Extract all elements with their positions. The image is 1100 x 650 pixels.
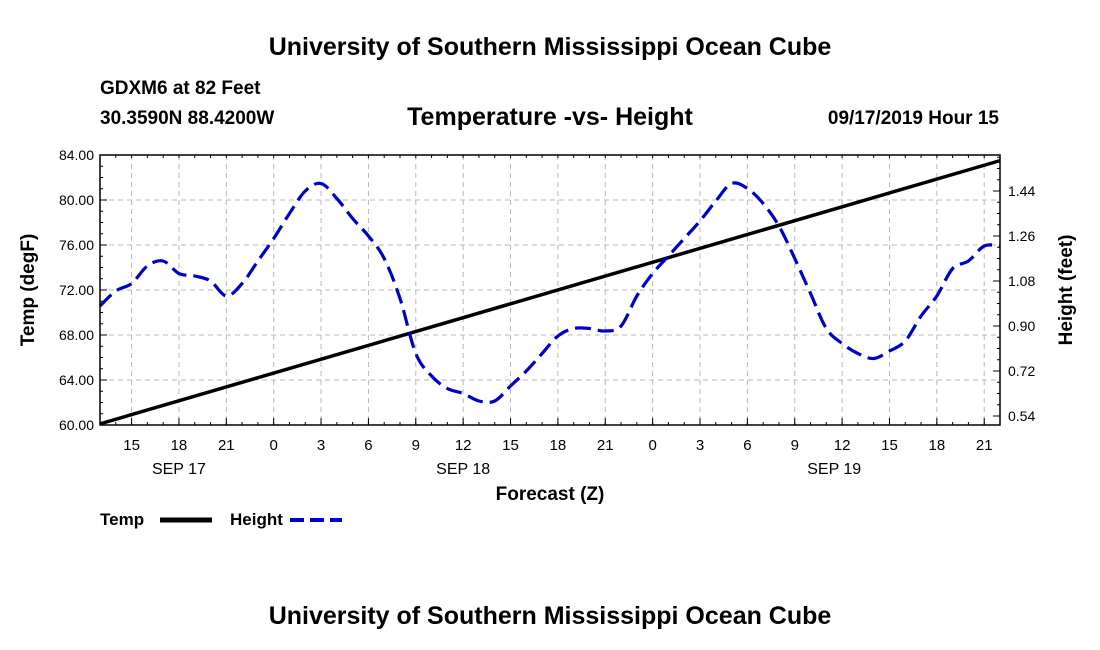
y2-tick-label: 0.54 — [1008, 408, 1035, 424]
x-tick-label: 18 — [928, 437, 945, 454]
y2-tick-label: 0.90 — [1008, 318, 1035, 334]
y2-tick-label: 0.72 — [1008, 363, 1035, 379]
y-tick-label: 68.00 — [59, 327, 94, 343]
x-tick-label: 12 — [455, 437, 472, 454]
legend-temp-label: Temp — [100, 510, 144, 529]
valid-time-label: 09/17/2019 Hour 15 — [828, 108, 1000, 129]
x-tick-label: 3 — [696, 437, 704, 454]
height-series-line — [98, 181, 1001, 405]
series-group — [98, 158, 1001, 426]
x-tick-label: 15 — [123, 437, 140, 454]
x-tick-label: 9 — [791, 437, 799, 454]
x-tick-label: 3 — [317, 437, 325, 454]
y-tick-label: 60.00 — [59, 417, 94, 433]
axes: 15 18 21 0 3 6 9 12 15 18 21 0 3 6 9 12 15 18 21 SEP 17 SEP … — [59, 147, 1036, 478]
temp-series-line — [99, 158, 1001, 426]
y2-tick-label: 1.08 — [1008, 273, 1035, 289]
day-label: SEP 18 — [436, 461, 490, 478]
x-tick-label: 21 — [976, 437, 993, 454]
x-tick-label: 0 — [270, 437, 278, 454]
y-tick-label: 64.00 — [59, 372, 94, 388]
station-label: GDXM6 at 82 Feet — [100, 78, 261, 99]
chart-title: Temperature -vs- Height — [407, 103, 693, 131]
y-axis-label: Temp (degF) — [18, 234, 39, 347]
x-tick-label: 6 — [364, 437, 372, 454]
day-label: SEP 17 — [152, 461, 206, 478]
y-tick-label: 72.00 — [59, 282, 94, 298]
y-tick-label: 84.00 — [59, 147, 94, 163]
x-tick-label: 15 — [502, 437, 519, 454]
x-tick-label: 15 — [881, 437, 898, 454]
footer-title: University of Southern Mississippi Ocean… — [269, 602, 832, 630]
y2-axis-label: Height (feet) — [1056, 235, 1077, 346]
y-tick-label: 80.00 — [59, 192, 94, 208]
legend-height-label: Height — [230, 510, 283, 529]
x-tick-label: 12 — [834, 437, 851, 454]
y-tick-label: 76.00 — [59, 237, 94, 253]
y2-tick-label: 1.44 — [1008, 183, 1035, 199]
x-tick-label: 18 — [171, 437, 188, 454]
x-tick-label: 6 — [743, 437, 751, 454]
x-axis-label: Forecast (Z) — [496, 484, 605, 505]
x-tick-label: 0 — [648, 437, 656, 454]
coordinates-label: 30.3590N 88.4200W — [100, 108, 274, 129]
day-label: SEP 19 — [807, 461, 861, 478]
y2-tick-label: 1.26 — [1008, 228, 1035, 244]
x-tick-label: 21 — [597, 437, 614, 454]
x-tick-label: 18 — [550, 437, 567, 454]
x-tick-label: 9 — [412, 437, 420, 454]
x-tick-label: 21 — [218, 437, 235, 454]
page-title: University of Southern Mississippi Ocean… — [269, 33, 832, 61]
